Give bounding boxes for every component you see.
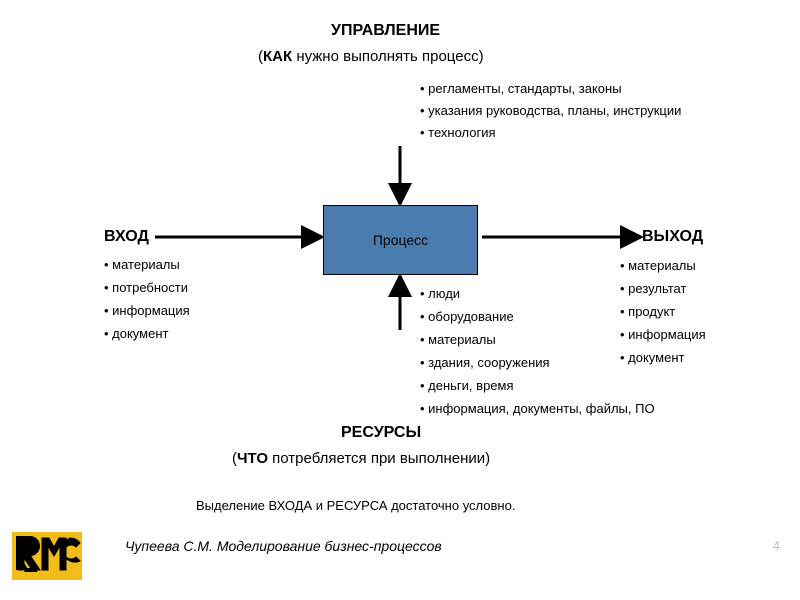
right-item: • документ — [620, 347, 684, 369]
top-subtitle: (КАК нужно выполнять процесс) — [258, 48, 484, 65]
bottom-title: РЕСУРСЫ — [341, 424, 421, 442]
right-item: • продукт — [620, 301, 675, 323]
right-item: • результат — [620, 278, 686, 300]
top-item: • регламенты, стандарты, законы — [420, 78, 622, 100]
process-box: Процесс — [323, 205, 478, 275]
left-item: • документ — [104, 323, 168, 345]
bottom-item: • здания, сооружения — [420, 352, 550, 374]
left-item: • информация — [104, 300, 190, 322]
left-item: • потребности — [104, 277, 188, 299]
right-item: • информация — [620, 324, 706, 346]
footer-credit: Чупеева С.М. Моделирование бизнес-процес… — [125, 538, 442, 554]
bottom-item: • оборудование — [420, 306, 514, 328]
top-item: • указания руководства, планы, инструкци… — [420, 100, 681, 122]
process-label: Процесс — [373, 232, 428, 248]
page-number: 4 — [773, 538, 780, 553]
bottom-item: • информация, документы, файлы, ПО — [420, 398, 655, 420]
footer-note: Выделение ВХОДА и РЕСУРСА достаточно усл… — [196, 498, 515, 513]
top-item: • технология — [420, 122, 496, 144]
logo-icon — [12, 532, 82, 580]
bottom-item: • люди — [420, 283, 460, 305]
right-title: ВЫХОД — [642, 228, 703, 246]
right-item: • материалы — [620, 255, 696, 277]
bottom-item: • материалы — [420, 329, 496, 351]
bottom-subtitle: (ЧТО потребляется при выполнении) — [232, 450, 490, 467]
left-title: ВХОД — [104, 228, 149, 246]
process-diagram: Процесс УПРАВЛЕНИЕ (КАК нужно выполнять … — [0, 0, 800, 600]
left-item: • материалы — [104, 254, 180, 276]
top-title: УПРАВЛЕНИЕ — [331, 22, 440, 40]
bottom-item: • деньги, время — [420, 375, 514, 397]
